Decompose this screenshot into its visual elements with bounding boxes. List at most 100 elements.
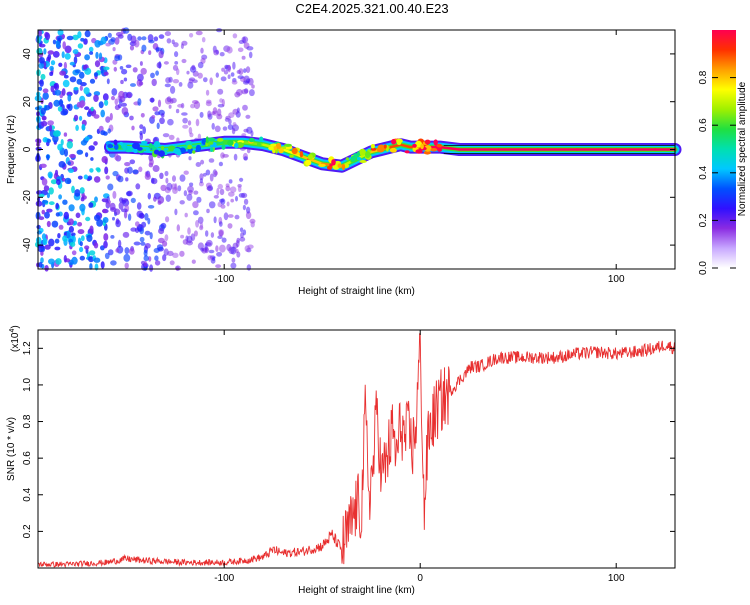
- scatter-point: [72, 49, 79, 55]
- scatter-point: [111, 95, 115, 101]
- scatter-point: [196, 196, 202, 203]
- scatter-point: [55, 40, 61, 48]
- scatter-point: [100, 261, 105, 269]
- scatter-point: [79, 255, 86, 261]
- scatter-point: [197, 216, 204, 224]
- scatter-point: [159, 117, 165, 125]
- scatter-point: [245, 66, 251, 73]
- scatter-point: [73, 86, 79, 91]
- spectrogram-x-label: Height of straight line (km): [298, 286, 415, 297]
- scatter-point: [205, 89, 210, 96]
- scatter-point: [39, 79, 44, 87]
- scatter-point: [151, 78, 157, 87]
- scatter-point: [206, 208, 210, 214]
- scatter-point: [62, 199, 68, 205]
- ridge-blob: [291, 147, 298, 155]
- scatter-point: [165, 177, 169, 184]
- scatter-point: [230, 198, 234, 203]
- scatter-point: [136, 202, 142, 210]
- scatter-point: [57, 143, 63, 151]
- scatter-point: [159, 172, 164, 179]
- scatter-point: [188, 156, 192, 161]
- scatter-point: [96, 168, 101, 173]
- scatter-point: [126, 191, 132, 197]
- scatter-point: [165, 194, 171, 202]
- scatter-point: [54, 246, 61, 251]
- scatter-point: [93, 94, 99, 103]
- scatter-point: [102, 93, 109, 101]
- scatter-point: [69, 241, 76, 247]
- scatter-point: [223, 212, 229, 221]
- scatter-point: [48, 238, 55, 247]
- scatter-point: [98, 101, 104, 109]
- scatter-point: [151, 115, 156, 119]
- colorbar-tick-label: 0.4: [698, 165, 709, 179]
- scatter-point: [245, 114, 251, 119]
- ridge-blob: [424, 145, 432, 152]
- ridge-blob: [153, 149, 160, 155]
- colorbar-tick-label: 0.6: [698, 118, 709, 132]
- scatter-point: [110, 260, 117, 266]
- scatter-point: [43, 185, 50, 192]
- scatter-point: [156, 122, 160, 129]
- scatter-point: [144, 243, 151, 249]
- ridge-blob: [359, 148, 366, 156]
- scatter-point: [137, 73, 144, 82]
- scatter-point: [141, 44, 147, 52]
- scatter-point: [58, 224, 64, 230]
- scatter-point: [103, 233, 109, 241]
- ridge-blob: [270, 143, 278, 147]
- scatter-point: [35, 200, 43, 207]
- scatter-point: [154, 111, 160, 116]
- scatter-point: [88, 145, 95, 151]
- scatter-point: [79, 115, 83, 121]
- scatter-point: [174, 51, 179, 58]
- ridge-blob: [424, 139, 431, 145]
- scatter-point: [88, 46, 94, 53]
- scatter-point: [215, 264, 222, 268]
- scatter-point: [121, 107, 129, 115]
- scatter-point: [235, 240, 240, 248]
- scatter-point: [53, 83, 58, 89]
- scatter-point: [79, 246, 84, 253]
- scatter-point: [85, 152, 89, 158]
- scatter-point: [169, 260, 175, 266]
- scatter-point: [38, 193, 45, 198]
- scatter-point: [90, 106, 94, 112]
- ridge-blob: [337, 163, 342, 168]
- ridge-blob: [423, 150, 431, 155]
- scatter-point: [104, 166, 109, 175]
- scatter-point: [100, 65, 104, 74]
- scatter-point: [77, 43, 84, 49]
- scatter-point: [157, 99, 162, 108]
- scatter-point: [133, 241, 141, 246]
- scatter-point: [207, 255, 213, 261]
- scatter-point: [46, 208, 53, 213]
- scatter-point: [166, 38, 172, 44]
- scatter-point: [172, 252, 179, 258]
- scatter-point: [230, 186, 237, 193]
- scatter-point: [52, 39, 57, 45]
- scatter-point: [71, 185, 75, 194]
- scatter-point: [40, 107, 46, 115]
- scatter-point: [195, 162, 201, 167]
- scatter-point: [122, 27, 130, 34]
- scatter-point: [155, 47, 163, 52]
- scatter-point: [227, 223, 233, 229]
- scatter-point: [58, 194, 62, 200]
- scatter-point: [128, 248, 135, 255]
- scatter-point: [119, 197, 124, 203]
- scatter-point: [148, 50, 152, 55]
- scatter-point: [158, 228, 165, 235]
- scatter-point: [109, 112, 113, 121]
- scatter-point: [80, 82, 87, 87]
- scatter-point: [137, 36, 142, 41]
- scatter-point: [242, 80, 250, 85]
- ridge-blob: [141, 140, 148, 145]
- scatter-point: [226, 201, 230, 207]
- ridge-blob: [396, 138, 403, 144]
- ridge-blob: [412, 143, 417, 148]
- scatter-point: [243, 198, 249, 205]
